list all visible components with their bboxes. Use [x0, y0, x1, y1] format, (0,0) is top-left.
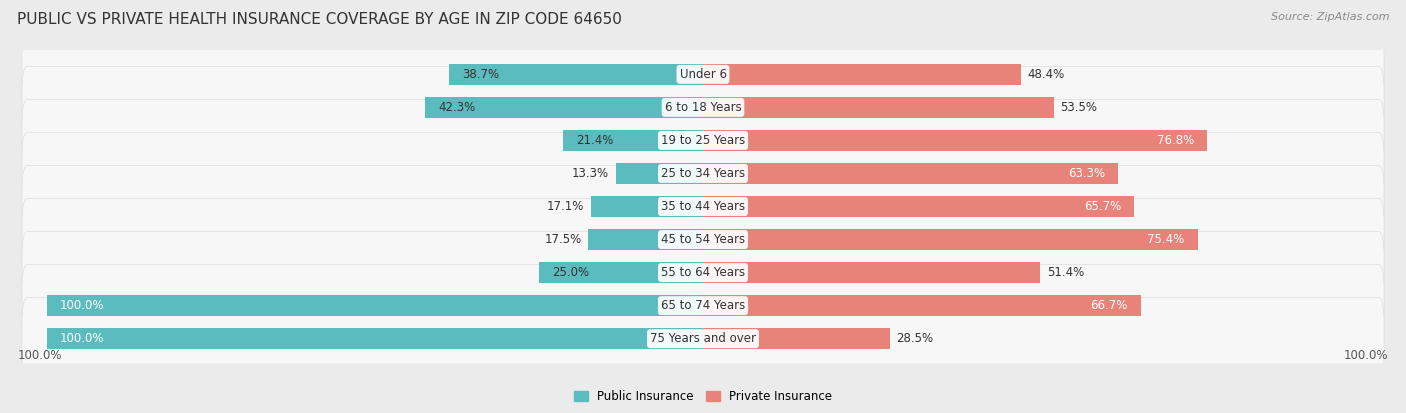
Text: 19 to 25 Years: 19 to 25 Years	[661, 134, 745, 147]
Text: 17.5%: 17.5%	[544, 233, 582, 246]
FancyBboxPatch shape	[22, 265, 1384, 347]
Bar	[588, 229, 703, 250]
Text: 25.0%: 25.0%	[553, 266, 589, 279]
Text: 66.7%: 66.7%	[1090, 299, 1128, 312]
Bar	[703, 196, 1135, 217]
Text: 25 to 34 Years: 25 to 34 Years	[661, 167, 745, 180]
Text: Source: ZipAtlas.com: Source: ZipAtlas.com	[1271, 12, 1389, 22]
Text: 100.0%: 100.0%	[1344, 349, 1389, 363]
Bar	[538, 262, 703, 283]
Bar	[703, 328, 890, 349]
FancyBboxPatch shape	[22, 66, 1384, 148]
Text: 48.4%: 48.4%	[1028, 68, 1064, 81]
FancyBboxPatch shape	[22, 232, 1384, 313]
Bar	[449, 64, 703, 85]
Text: 42.3%: 42.3%	[439, 101, 475, 114]
Text: 28.5%: 28.5%	[897, 332, 934, 345]
Bar	[562, 130, 703, 151]
FancyBboxPatch shape	[22, 199, 1384, 280]
Bar	[426, 97, 703, 118]
Text: 76.8%: 76.8%	[1157, 134, 1194, 147]
Bar	[46, 295, 703, 316]
Text: 51.4%: 51.4%	[1047, 266, 1084, 279]
Text: 53.5%: 53.5%	[1060, 101, 1098, 114]
Text: 13.3%: 13.3%	[572, 167, 609, 180]
Text: 63.3%: 63.3%	[1069, 167, 1105, 180]
Text: 65 to 74 Years: 65 to 74 Years	[661, 299, 745, 312]
FancyBboxPatch shape	[22, 133, 1384, 214]
Text: 75.4%: 75.4%	[1147, 233, 1185, 246]
Text: 17.1%: 17.1%	[547, 200, 585, 213]
Text: 6 to 18 Years: 6 to 18 Years	[665, 101, 741, 114]
Text: PUBLIC VS PRIVATE HEALTH INSURANCE COVERAGE BY AGE IN ZIP CODE 64650: PUBLIC VS PRIVATE HEALTH INSURANCE COVER…	[17, 12, 621, 27]
Text: 75 Years and over: 75 Years and over	[650, 332, 756, 345]
Text: 55 to 64 Years: 55 to 64 Years	[661, 266, 745, 279]
Bar	[703, 229, 1198, 250]
Text: 45 to 54 Years: 45 to 54 Years	[661, 233, 745, 246]
FancyBboxPatch shape	[22, 166, 1384, 247]
Text: 100.0%: 100.0%	[60, 332, 104, 345]
Bar	[616, 163, 703, 184]
Bar	[703, 97, 1054, 118]
Bar	[46, 328, 703, 349]
Bar	[703, 262, 1040, 283]
FancyBboxPatch shape	[22, 298, 1384, 380]
Bar	[703, 295, 1140, 316]
Text: 38.7%: 38.7%	[463, 68, 499, 81]
Text: 21.4%: 21.4%	[575, 134, 613, 147]
Text: 35 to 44 Years: 35 to 44 Years	[661, 200, 745, 213]
Bar	[703, 64, 1021, 85]
Bar	[703, 130, 1206, 151]
Bar	[591, 196, 703, 217]
FancyBboxPatch shape	[22, 100, 1384, 181]
FancyBboxPatch shape	[22, 33, 1384, 115]
Bar	[703, 163, 1118, 184]
Text: 100.0%: 100.0%	[60, 299, 104, 312]
Legend: Public Insurance, Private Insurance: Public Insurance, Private Insurance	[569, 385, 837, 408]
Text: 65.7%: 65.7%	[1084, 200, 1121, 213]
Text: 100.0%: 100.0%	[17, 349, 62, 363]
Text: Under 6: Under 6	[679, 68, 727, 81]
